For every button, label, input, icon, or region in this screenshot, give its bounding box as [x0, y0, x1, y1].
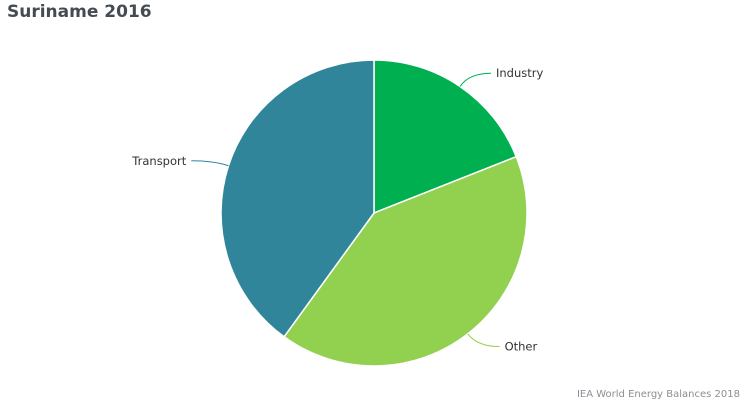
connector-other: [467, 333, 500, 348]
chart-title: Suriname 2016: [7, 2, 152, 22]
source-note: IEA World Energy Balances 2018: [576, 389, 740, 400]
slice-label-industry: Industry: [496, 66, 543, 80]
pie-slice-other: [283, 155, 528, 367]
pie-slices: [220, 59, 528, 367]
slice-labels: Industry Other Transport: [131, 66, 543, 353]
connector-industry: [459, 72, 491, 87]
slice-label-other: Other: [505, 340, 538, 354]
slice-label-transport: Transport: [131, 154, 186, 168]
label-connectors: [191, 72, 500, 348]
connector-transport: [191, 160, 229, 167]
